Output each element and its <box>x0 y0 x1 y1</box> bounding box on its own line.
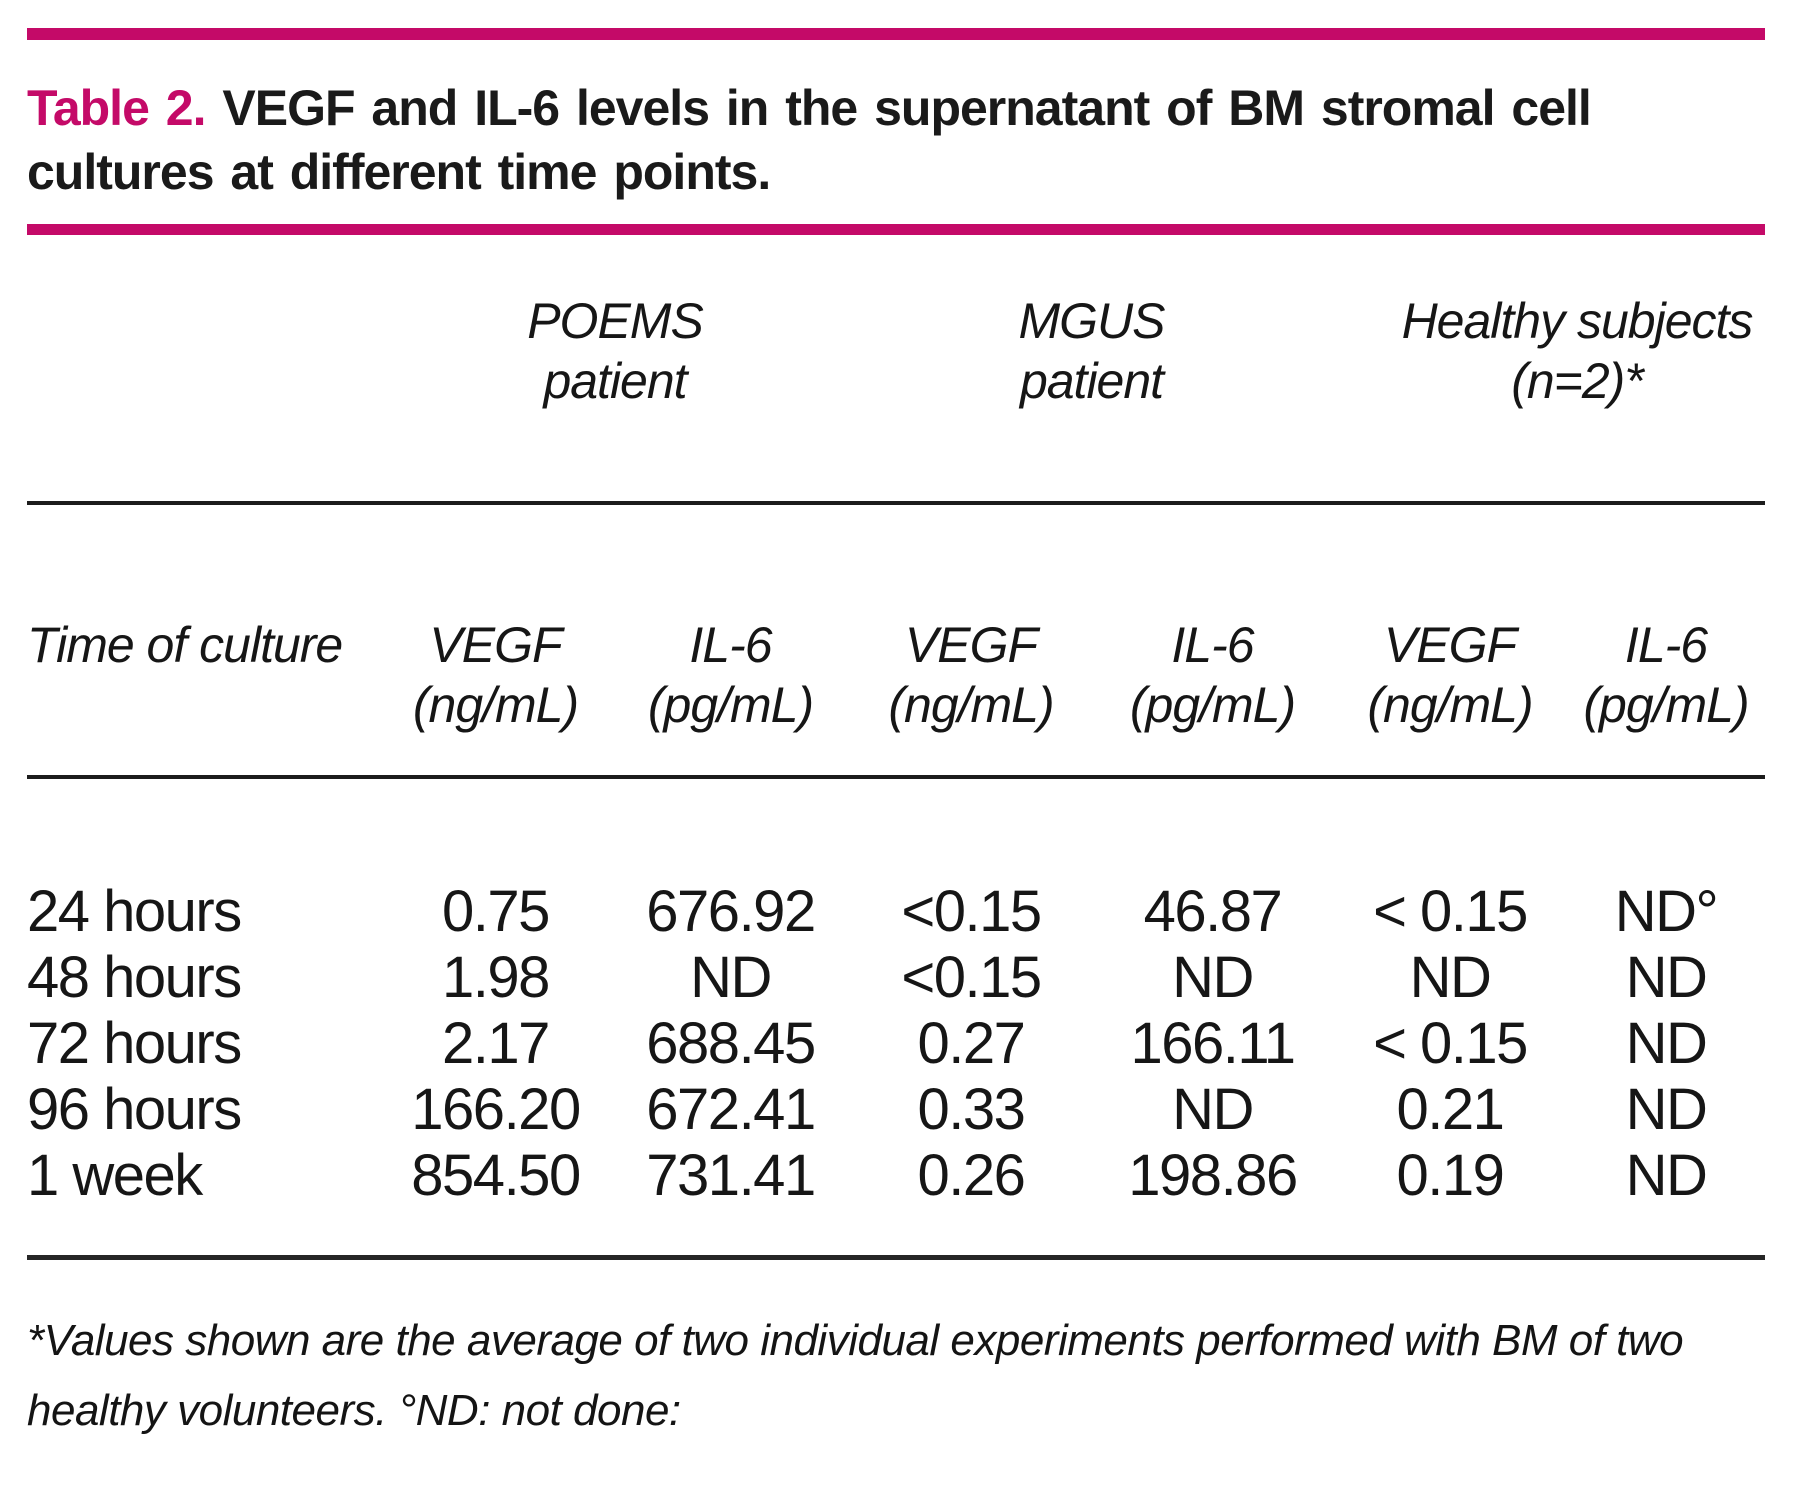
table-cell: 672.41 <box>646 1077 816 1142</box>
column-header-il6-mgus: IL-6 (pg/mL) <box>1092 503 1333 779</box>
group-header-row: POEMS patient MGUS patient Healthy subje… <box>27 235 1766 505</box>
table-cell: 0.19 <box>1396 1143 1505 1208</box>
column-unit: (ng/mL) <box>1367 677 1533 733</box>
table-cell: ND <box>1625 1077 1708 1142</box>
table-cell: 166.20 <box>411 1077 581 1142</box>
column-header-vegf-poems: VEGF (ng/mL) <box>380 503 611 779</box>
group-header-mgus: MGUS patient <box>850 235 1333 505</box>
column-name: VEGF <box>904 617 1038 673</box>
group-label: patient <box>1019 353 1164 409</box>
table-cell: 0.26 <box>917 1143 1026 1208</box>
column-unit: (pg/mL) <box>1129 677 1296 733</box>
table-cell: <0.15 <box>901 945 1042 1010</box>
group-label: MGUS <box>1018 293 1166 349</box>
table-cell: 0.75 <box>442 879 550 944</box>
top-accent-rule <box>27 28 1765 40</box>
column-name: IL-6 <box>1171 617 1254 673</box>
table-cell: 2.17 <box>442 1011 550 1076</box>
group-label: (n=2)* <box>1511 353 1644 409</box>
row-label: 1 week <box>27 1143 203 1208</box>
table-cell: <0.15 <box>901 879 1042 944</box>
table-cell: ND <box>1409 945 1492 1010</box>
column-name: Time of culture <box>27 617 343 673</box>
group-header-spacer <box>27 235 380 505</box>
column-name: IL-6 <box>689 617 772 673</box>
column-header-time: Time of culture <box>27 503 380 779</box>
table-cell: 854.50 <box>411 1143 581 1208</box>
table-cell: < 0.15 <box>1373 1011 1528 1076</box>
table-cell: 1.98 <box>442 945 550 1010</box>
row-label: 24 hours <box>27 879 242 944</box>
row-label: 48 hours <box>27 945 242 1010</box>
table-cell: ND <box>690 945 772 1010</box>
table-cell: 198.86 <box>1128 1143 1298 1208</box>
column-header-il6-poems: IL-6 (pg/mL) <box>611 503 850 779</box>
table-number: Table 2. <box>27 80 206 136</box>
column-name: VEGF <box>429 617 562 673</box>
table-2-figure: Table 2. VEGF and IL-6 levels in the sup… <box>0 28 1800 1485</box>
table-cell: 731.41 <box>646 1143 816 1208</box>
table-cell: < 0.15 <box>1373 879 1528 944</box>
column-name: IL-6 <box>1624 617 1708 673</box>
table-cell: ND <box>1172 945 1254 1010</box>
table-row: 48 hours 1.98 ND <0.15 ND ND ND <box>27 945 1765 1011</box>
table-cell: ND° <box>1614 879 1719 944</box>
title-accent-rule <box>27 224 1765 235</box>
bottom-rule <box>27 1255 1765 1260</box>
row-label: 96 hours <box>27 1077 242 1142</box>
table-row: 72 hours 2.17 688.45 0.27 166.11 < 0.15 … <box>27 1011 1765 1077</box>
table-cell: 166.11 <box>1130 1011 1296 1076</box>
column-unit: (ng/mL) <box>888 677 1054 733</box>
table-cell: 688.45 <box>646 1011 816 1076</box>
table-cell: 0.21 <box>1396 1077 1505 1142</box>
group-label: POEMS <box>527 293 704 349</box>
table-cell: 0.33 <box>917 1077 1026 1142</box>
table-cell: 0.27 <box>917 1011 1026 1076</box>
row-label: 72 hours <box>27 1011 242 1076</box>
table-cell: ND <box>1625 1143 1708 1208</box>
column-header-vegf-mgus: VEGF (ng/mL) <box>850 503 1092 779</box>
table-cell: 676.92 <box>646 879 816 944</box>
table-title: Table 2. VEGF and IL-6 levels in the sup… <box>27 76 1747 204</box>
column-unit: (pg/mL) <box>1583 677 1749 733</box>
table-cell: ND <box>1625 1011 1708 1076</box>
column-header-row: Time of culture VEGF (ng/mL) IL-6 (pg/mL… <box>27 503 1766 779</box>
table-cell: ND <box>1172 1077 1254 1142</box>
column-name: VEGF <box>1383 617 1517 673</box>
table-cell: ND <box>1625 945 1708 1010</box>
table-cell: 46.87 <box>1143 879 1283 944</box>
column-unit: (pg/mL) <box>647 677 814 733</box>
column-unit: (ng/mL) <box>412 677 579 733</box>
group-header-healthy: Healthy subjects (n=2)* <box>1333 235 1766 505</box>
data-table: POEMS patient MGUS patient Healthy subje… <box>27 235 1766 1239</box>
table-row: 1 week 854.50 731.41 0.26 198.86 0.19 ND <box>27 1143 1765 1239</box>
group-header-poems: POEMS patient <box>380 235 850 505</box>
table-caption: VEGF and IL-6 levels in the supernatant … <box>27 80 1592 200</box>
table-row: 96 hours 166.20 672.41 0.33 ND 0.21 ND <box>27 1077 1765 1143</box>
column-header-il6-healthy: IL-6 (pg/mL) <box>1567 503 1766 779</box>
column-header-vegf-healthy: VEGF (ng/mL) <box>1333 503 1567 779</box>
table-row: 24 hours 0.75 676.92 <0.15 46.87 < 0.15 … <box>27 777 1765 945</box>
group-label: Healthy subjects <box>1401 293 1754 349</box>
group-label: patient <box>543 353 687 409</box>
footnote: *Values shown are the average of two ind… <box>27 1316 1684 1435</box>
